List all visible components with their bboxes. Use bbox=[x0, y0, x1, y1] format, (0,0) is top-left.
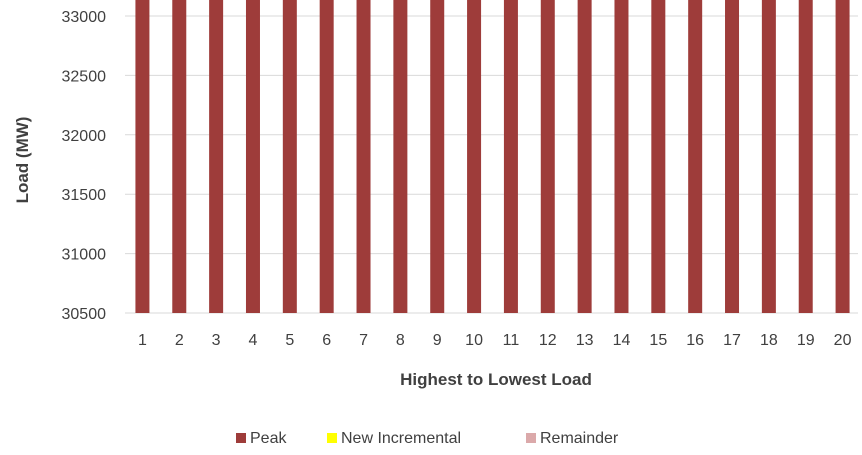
x-tick-label: 7 bbox=[359, 332, 368, 349]
y-tick-label: 32500 bbox=[62, 68, 107, 85]
x-tick-label: 19 bbox=[797, 332, 815, 349]
bar-peak-11 bbox=[503, 0, 518, 313]
bar-peak-5 bbox=[282, 0, 297, 313]
legend-label: Peak bbox=[250, 430, 287, 447]
legend-label: Remainder bbox=[540, 430, 619, 447]
bar-peak-20 bbox=[835, 0, 850, 313]
y-tick-label: 31000 bbox=[62, 247, 107, 264]
x-tick-label: 2 bbox=[175, 332, 184, 349]
x-tick-label: 5 bbox=[285, 332, 294, 349]
legend: Peak New Incremental Remainder bbox=[236, 430, 619, 447]
bar-peak-9 bbox=[430, 0, 445, 313]
bar-peak-19 bbox=[798, 0, 813, 313]
y-tick-label: 31500 bbox=[62, 187, 107, 204]
bar-peak-2 bbox=[172, 0, 187, 313]
bar-peak-1 bbox=[135, 0, 150, 313]
x-tick-label: 10 bbox=[465, 332, 483, 349]
bar-peak-18 bbox=[761, 0, 776, 313]
x-tick-label: 20 bbox=[834, 332, 852, 349]
bar-peak-16 bbox=[688, 0, 703, 313]
bar-peak-10 bbox=[467, 0, 482, 313]
bar-peak-15 bbox=[651, 0, 666, 313]
gridlines bbox=[125, 15, 858, 314]
x-tick-label: 8 bbox=[396, 332, 405, 349]
y-tick-label: 32000 bbox=[62, 128, 107, 145]
x-tick-label: 11 bbox=[503, 332, 520, 349]
x-tick-label: 12 bbox=[539, 332, 557, 349]
y-tick-label: 33000 bbox=[62, 9, 107, 26]
bar-peak-4 bbox=[245, 0, 260, 313]
x-tick-label: 15 bbox=[649, 332, 667, 349]
y-tick-label: 30500 bbox=[62, 306, 107, 323]
x-tick-label: 1 bbox=[138, 332, 147, 349]
bar-peak-7 bbox=[356, 0, 371, 313]
x-tick-label: 4 bbox=[249, 332, 258, 349]
legend-swatch bbox=[327, 433, 337, 443]
x-axis-ticks: 1 2 3 4 5 6 7 8 9 10 11 12 13 14 15 16 17 18 19 20 bbox=[138, 332, 852, 349]
x-tick-label: 17 bbox=[723, 332, 741, 349]
x-tick-label: 6 bbox=[322, 332, 331, 349]
x-tick-label: 3 bbox=[212, 332, 221, 349]
x-tick-label: 16 bbox=[686, 332, 704, 349]
bar-peak-3 bbox=[209, 0, 224, 313]
legend-swatch bbox=[526, 433, 536, 443]
bar-peak-8 bbox=[393, 0, 408, 313]
x-tick-label: 13 bbox=[576, 332, 594, 349]
y-axis-ticks: 30500 31000 31500 32000 32500 33000 bbox=[62, 9, 107, 323]
x-axis-title: Highest to Lowest Load bbox=[400, 370, 592, 389]
x-tick-label: 18 bbox=[760, 332, 778, 349]
bar-peak-13 bbox=[577, 0, 592, 313]
x-tick-label: 9 bbox=[433, 332, 442, 349]
bar-peak-6 bbox=[319, 0, 334, 313]
legend-swatch bbox=[236, 433, 246, 443]
x-tick-label: 14 bbox=[613, 332, 631, 349]
legend-label: New Incremental bbox=[341, 430, 461, 447]
bar-peak-17 bbox=[725, 0, 740, 313]
bar-peak-12 bbox=[540, 0, 555, 313]
bars bbox=[135, 0, 850, 313]
y-axis-title: Load (MW) bbox=[13, 117, 32, 204]
bar-peak-14 bbox=[614, 0, 629, 313]
